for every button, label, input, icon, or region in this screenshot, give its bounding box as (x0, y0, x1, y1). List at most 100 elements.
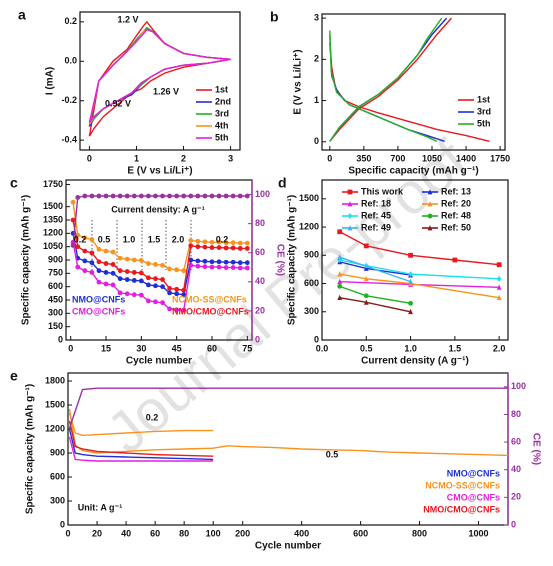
y2-tick-label: 80 (255, 218, 265, 228)
x-tick-label: 30 (136, 343, 146, 353)
marker (230, 240, 236, 246)
marker (337, 229, 343, 235)
marker (347, 213, 353, 219)
y-tick-label: 900 (48, 254, 63, 264)
legend-label: Ref: 18 (361, 198, 391, 208)
y2-tick-label: 60 (255, 247, 265, 257)
y-tick-label: 1350 (43, 214, 63, 224)
plot-frame (321, 13, 506, 151)
marker (82, 258, 88, 264)
x-tick-label: 200 (235, 528, 250, 538)
marker (167, 193, 172, 199)
y-tick-label: 2 (314, 54, 319, 64)
marker (146, 193, 151, 199)
marker (223, 240, 229, 246)
marker (174, 291, 180, 297)
marker (237, 246, 243, 251)
series-line (329, 17, 443, 142)
marker (202, 239, 208, 245)
marker (89, 250, 95, 256)
marker (230, 259, 236, 265)
series-line (68, 412, 214, 437)
x-tick-label: 1050 (422, 153, 442, 163)
marker (146, 261, 151, 266)
x-tick-label: 3 (228, 153, 233, 163)
x-tick-label: 1400 (456, 153, 476, 163)
marker (124, 193, 130, 199)
marker (363, 293, 369, 299)
marker (337, 257, 343, 263)
marker (138, 258, 144, 263)
marker (427, 213, 433, 219)
y2-tick-label: 40 (511, 464, 521, 474)
x-tick-label: 0 (65, 528, 70, 538)
marker (160, 193, 165, 199)
annotation: Unit: A g⁻¹ (78, 502, 123, 512)
marker (337, 294, 343, 301)
y-tick-label: 300 (304, 306, 319, 316)
marker (496, 275, 502, 282)
annotation: 0.5 (326, 449, 339, 459)
marker (216, 245, 222, 250)
marker (452, 257, 458, 263)
y2-axis-label: CE (%) (274, 244, 285, 276)
marker (138, 193, 144, 199)
y-tick-label: 1200 (299, 221, 319, 231)
series-line (68, 408, 509, 457)
marker (110, 193, 116, 199)
marker (347, 189, 353, 195)
marker (237, 193, 243, 199)
marker (153, 299, 158, 305)
marker (496, 294, 502, 301)
y2-tick-label: 20 (255, 305, 265, 315)
marker (188, 262, 194, 268)
marker (82, 235, 88, 241)
marker (202, 193, 208, 199)
marker (408, 252, 413, 258)
y-tick-label: 0 (58, 334, 63, 344)
marker (131, 278, 137, 283)
marker (174, 193, 180, 199)
marker (174, 286, 180, 292)
annotation: 2.0 (172, 234, 185, 244)
marker (82, 193, 88, 199)
marker (496, 262, 502, 268)
panel-label: a (18, 7, 26, 23)
marker (117, 290, 123, 296)
marker (167, 266, 172, 272)
x-axis-label: Current density (A g⁻¹) (361, 356, 469, 367)
marker (244, 265, 250, 271)
marker (174, 307, 180, 313)
marker (181, 287, 187, 293)
series-line (68, 436, 214, 462)
x-tick-label: 0 (87, 153, 92, 163)
marker (209, 239, 215, 245)
panel-label: e (10, 368, 18, 384)
x-tick-label: 600 (353, 528, 368, 538)
marker (167, 306, 172, 312)
y-tick-label: 300 (48, 308, 63, 318)
series-line (88, 26, 231, 127)
x-tick-label: 0 (327, 153, 332, 163)
marker (160, 300, 165, 306)
legend-label: 4th (215, 120, 229, 130)
marker (209, 245, 215, 250)
x-tick-label: 1000 (469, 528, 489, 538)
marker (75, 195, 81, 200)
y-tick-label: 1500 (45, 399, 65, 409)
y2-tick-label: 60 (511, 436, 521, 446)
marker (188, 238, 194, 243)
series-line (339, 259, 500, 280)
marker (427, 189, 433, 195)
y-tick-label: 0 (314, 334, 319, 344)
marker (117, 268, 123, 274)
legend-label: Ref: 50 (441, 222, 471, 232)
series-line (339, 285, 411, 304)
legend-label: NMO@CNFs (447, 468, 500, 478)
marker (216, 264, 222, 270)
marker (153, 193, 158, 199)
annotation: 1.0 (123, 234, 136, 244)
marker (153, 283, 158, 289)
x-tick-label: 0.0 (316, 343, 329, 353)
annotation: 0.2 (74, 234, 87, 244)
